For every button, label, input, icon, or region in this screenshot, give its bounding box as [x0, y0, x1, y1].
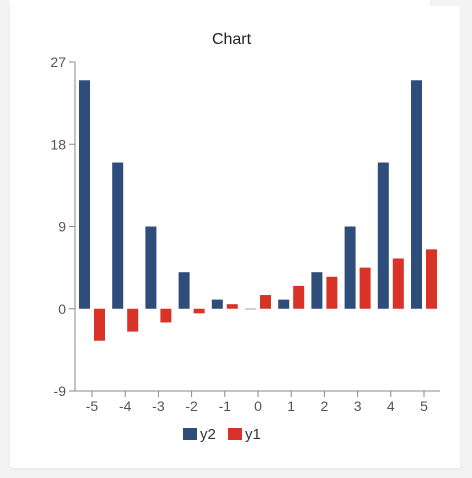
- y-tick-label: 9: [58, 219, 66, 235]
- bar-y2-5: [411, 80, 422, 309]
- x-tick-label: -4: [119, 398, 132, 414]
- bar-y2--5: [79, 80, 90, 309]
- bar-y1-2: [326, 276, 338, 309]
- bar-y1--4: [127, 308, 139, 332]
- x-axis: -5 -4 -3 -2 -1 0 1 2 3 4 5: [75, 390, 440, 414]
- bar-y1--2: [193, 308, 205, 314]
- x-tick-label: 4: [387, 398, 395, 414]
- legend[interactable]: y2 y1: [183, 426, 261, 443]
- bar-y2--1: [211, 299, 223, 309]
- legend-swatch-y2[interactable]: [183, 428, 197, 440]
- x-tick-label: 0: [254, 398, 262, 414]
- bar-y1-1: [293, 285, 305, 309]
- legend-swatch-y1[interactable]: [228, 428, 242, 440]
- bar-y2--2: [178, 272, 190, 309]
- bar-y2-2: [311, 272, 323, 309]
- bar-y1-0: [260, 295, 271, 309]
- bar-y2--3: [145, 226, 157, 309]
- y-tick-label: 0: [58, 301, 66, 317]
- legend-label-y1[interactable]: y1: [245, 426, 261, 443]
- bar-y1--3: [160, 308, 172, 323]
- chart-title: Chart: [212, 31, 252, 48]
- x-tick-label: 5: [420, 398, 428, 414]
- bar-y1--5: [94, 308, 105, 341]
- y-tick-label: -9: [54, 383, 67, 399]
- chart-svg: Chart 27 18 9 0 -9 -5 -4 -3 -2 -1 0 1 2 3 4 5 y2 y1: [50, 31, 440, 443]
- x-tick-label: -5: [86, 398, 99, 414]
- bar-y2-1: [278, 299, 290, 309]
- x-tick-label: 3: [354, 398, 362, 414]
- x-tick-label: 1: [287, 398, 295, 414]
- bar-y2-0: [245, 308, 256, 310]
- bar-y1-4: [392, 258, 404, 309]
- y-tick-label: 27: [50, 54, 66, 70]
- x-tick-label: -1: [219, 398, 232, 414]
- bar-y2-4: [377, 162, 389, 309]
- legend-label-y2[interactable]: y2: [200, 426, 216, 443]
- bar-y1-3: [359, 267, 371, 309]
- bar-y1-5: [426, 249, 437, 309]
- bar-y2-3: [344, 226, 356, 309]
- chart-card: Chart 27 18 9 0 -9 -5 -4 -3 -2 -1 0 1 2 3 4 5 y2 y1: [10, 6, 460, 468]
- bar-y2--4: [112, 162, 124, 309]
- y-axis: 27 18 9 0 -9: [50, 54, 76, 399]
- x-tick-label: -2: [185, 398, 198, 414]
- bar-marks: [79, 80, 437, 341]
- y-tick-label: 18: [50, 136, 66, 152]
- x-tick-label: 2: [321, 398, 329, 414]
- x-tick-label: -3: [152, 398, 165, 414]
- bar-y1--1: [226, 304, 238, 309]
